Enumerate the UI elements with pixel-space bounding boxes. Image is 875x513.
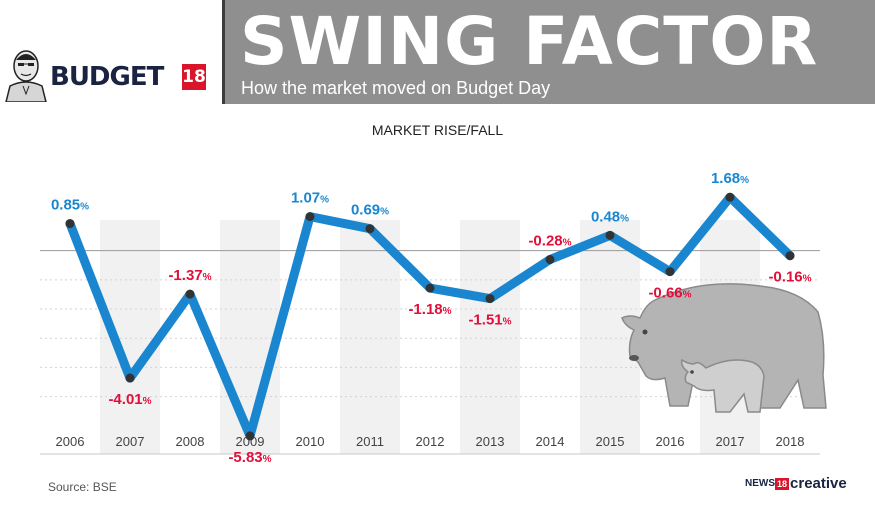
data-label: -0.66% xyxy=(648,285,691,302)
data-point xyxy=(185,289,195,299)
data-label: -1.18% xyxy=(408,301,451,318)
bear-bull-icon xyxy=(621,283,827,413)
x-tick-label: 2013 xyxy=(476,434,505,449)
data-label: 1.07% xyxy=(291,190,329,207)
source-note: Source: BSE xyxy=(48,480,117,494)
column-band xyxy=(460,220,520,454)
x-tick-label: 2018 xyxy=(776,434,805,449)
column-band xyxy=(100,220,160,454)
x-tick-label: 2007 xyxy=(116,434,145,449)
brand-creative-text: creative xyxy=(790,475,847,493)
column-band xyxy=(340,220,400,454)
page-subtitle: How the market moved on Budget Day xyxy=(241,78,551,98)
budget-logo-number: 18 xyxy=(182,64,206,90)
data-point xyxy=(425,283,435,293)
data-label: 0.85% xyxy=(51,197,89,214)
portrait-icon xyxy=(5,50,47,102)
data-point xyxy=(605,230,615,240)
column-band xyxy=(580,220,640,454)
data-label: 0.48% xyxy=(591,208,629,225)
data-label: -0.16% xyxy=(768,269,811,286)
x-tick-label: 2010 xyxy=(296,434,325,449)
budget-logo-panel: BUDGET 18 xyxy=(0,0,222,104)
data-point xyxy=(125,373,135,383)
data-point xyxy=(365,224,375,234)
brand-news-text: NEWS xyxy=(745,478,775,490)
data-point xyxy=(485,294,495,304)
data-label: -0.28% xyxy=(528,233,571,250)
data-label: 1.68% xyxy=(711,170,749,187)
data-label: -1.51% xyxy=(468,312,511,329)
x-tick-label: 2011 xyxy=(356,434,384,449)
x-tick-label: 2012 xyxy=(416,434,445,449)
column-band xyxy=(220,220,280,454)
data-label: 0.69% xyxy=(351,202,389,219)
data-point xyxy=(245,431,255,441)
data-label: -1.37% xyxy=(168,267,211,284)
chart-title: MARKET RISE/FALL xyxy=(371,122,504,138)
data-point xyxy=(65,219,75,229)
data-point xyxy=(665,267,675,277)
data-label: -4.01% xyxy=(108,391,151,408)
x-tick-label: 2009 xyxy=(236,434,265,449)
brand-number: 18 xyxy=(775,477,790,490)
data-point xyxy=(305,212,315,222)
x-tick-label: 2008 xyxy=(176,434,205,449)
x-tick-label: 2006 xyxy=(56,434,85,449)
data-point xyxy=(785,251,795,261)
budget-logo-text: BUDGET xyxy=(50,62,164,92)
x-tick-label: 2015 xyxy=(596,434,625,449)
data-point xyxy=(545,255,555,265)
data-label: -5.83% xyxy=(228,449,271,466)
data-point xyxy=(725,192,735,202)
x-tick-label: 2016 xyxy=(656,434,685,449)
page-title: SWING FACTOR xyxy=(240,3,819,80)
x-tick-label: 2014 xyxy=(536,434,565,449)
header-divider xyxy=(222,0,225,104)
brand-logo: NEWS 18 creative xyxy=(745,475,847,493)
x-tick-label: 2017 xyxy=(716,434,745,449)
header: BUDGET 18 SWING FACTOR How the market mo… xyxy=(0,0,875,104)
